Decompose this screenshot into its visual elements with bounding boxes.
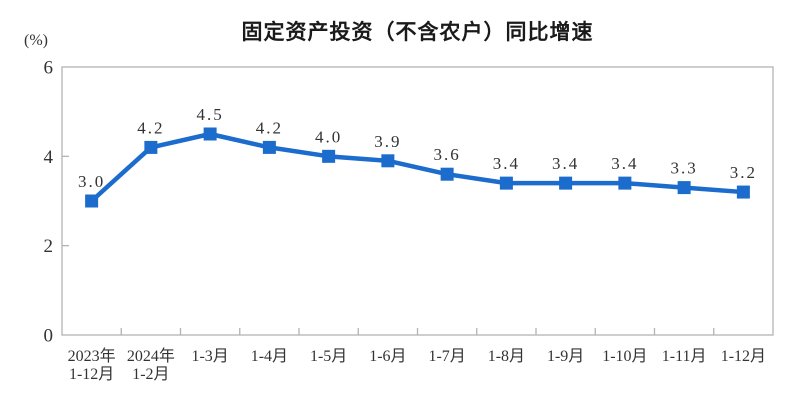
x-axis-category-label: 1-4月 xyxy=(251,348,288,365)
data-point-marker xyxy=(144,140,158,154)
x-axis-category-label: 1-7月 xyxy=(428,348,465,365)
data-point-label: 4.2 xyxy=(137,118,164,137)
x-axis-category-label: 2024年 1-2月 xyxy=(127,347,175,383)
data-point-label: 3.0 xyxy=(78,172,105,191)
plot-border xyxy=(61,66,774,336)
data-point-label: 3.4 xyxy=(611,154,638,173)
data-point-marker xyxy=(618,176,632,190)
x-axis-category-label: 1-12月 xyxy=(721,348,766,365)
x-axis-category-label: 1-11月 xyxy=(662,348,707,365)
x-axis-category-label: 1-5月 xyxy=(310,348,347,365)
data-point-label: 3.9 xyxy=(374,132,401,151)
x-axis-category-label: 1-9月 xyxy=(547,348,584,365)
x-axis-category-label: 1-10月 xyxy=(602,348,647,365)
y-axis-unit-label: (%) xyxy=(24,32,48,49)
y-axis-tick-label: 2 xyxy=(44,236,54,257)
data-point-marker xyxy=(677,181,691,195)
chart-title: 固定资产投资（不含农户）同比增速 xyxy=(241,21,594,44)
data-line xyxy=(90,131,744,203)
y-axis-tick-label: 6 xyxy=(44,58,54,79)
x-axis-category-label: 2023年 1-12月 xyxy=(68,347,116,383)
data-point-marker xyxy=(736,185,750,199)
data-point-marker xyxy=(322,149,336,163)
x-axis-category-label: 1-8月 xyxy=(488,348,525,365)
y-axis-tick-label: 4 xyxy=(44,147,54,168)
data-point-label: 3.3 xyxy=(671,159,698,178)
data-point-marker xyxy=(203,127,217,141)
data-point-label: 3.4 xyxy=(552,154,579,173)
y-axis-tick-label: 0 xyxy=(44,326,54,347)
data-point-marker xyxy=(440,167,454,181)
data-point-label: 4.2 xyxy=(256,118,283,137)
x-axis-category-label: 1-6月 xyxy=(369,348,406,365)
data-point-marker xyxy=(381,154,395,168)
data-point-marker xyxy=(85,194,99,208)
data-point-label: 4.5 xyxy=(197,105,224,124)
data-point-label: 3.2 xyxy=(730,163,757,182)
data-point-marker xyxy=(499,176,513,190)
data-point-marker xyxy=(262,140,276,154)
data-point-label: 3.6 xyxy=(434,145,461,164)
data-point-label: 4.0 xyxy=(315,127,342,146)
x-axis-category-label: 1-3月 xyxy=(191,348,228,365)
data-point-marker xyxy=(559,176,573,190)
data-point-label: 3.4 xyxy=(493,154,520,173)
